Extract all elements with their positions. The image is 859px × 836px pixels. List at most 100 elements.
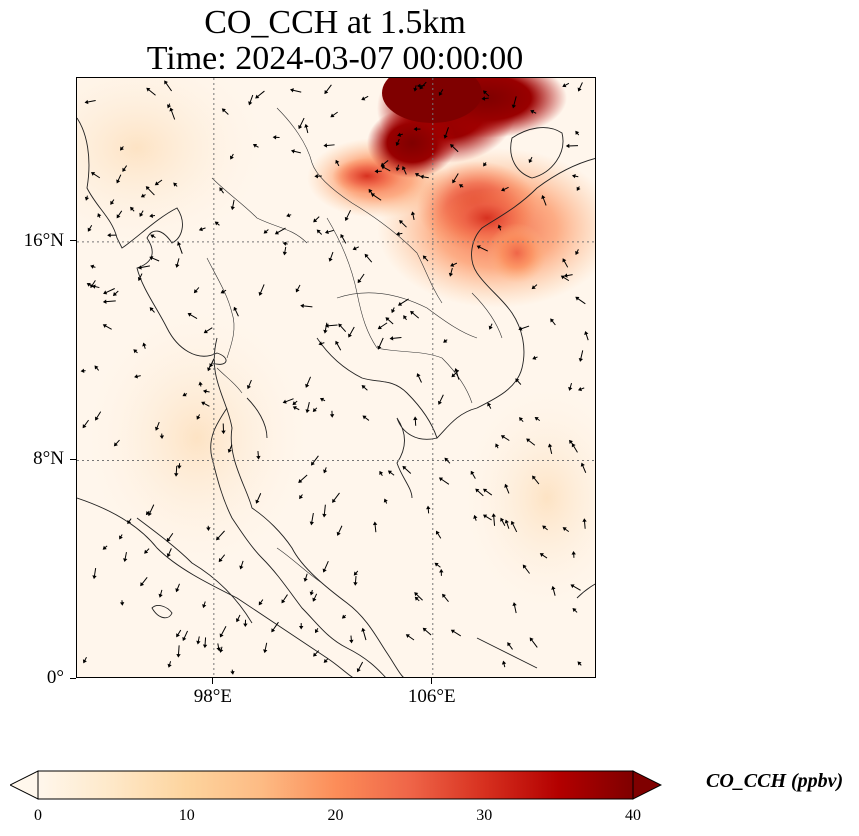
wind-arrow bbox=[97, 213, 102, 218]
wind-arrow bbox=[258, 284, 265, 296]
wind-arrow bbox=[395, 138, 400, 146]
lon-tick-mark bbox=[431, 678, 433, 684]
wind-arrow bbox=[361, 627, 367, 641]
wind-arrow bbox=[397, 298, 409, 306]
wind-arrow bbox=[305, 376, 312, 388]
wind-arrow bbox=[372, 521, 378, 533]
wind-arrow bbox=[550, 318, 556, 326]
wind-arrow bbox=[488, 323, 493, 330]
wind-arrow bbox=[422, 627, 432, 636]
colorbar-gradient bbox=[37, 770, 634, 800]
wind-arrow bbox=[551, 585, 556, 596]
wind-arrow bbox=[123, 552, 128, 563]
wind-arrow bbox=[316, 229, 323, 235]
wind-arrow bbox=[410, 310, 420, 319]
wind-arrow bbox=[233, 306, 239, 317]
wind-arrow bbox=[176, 645, 181, 658]
wind-arrow bbox=[534, 416, 541, 422]
wind-arrow bbox=[323, 143, 335, 148]
wind-arrow bbox=[570, 584, 581, 591]
wind-arrow bbox=[510, 520, 518, 533]
wind-arrow bbox=[571, 443, 578, 453]
wind-arrow bbox=[140, 193, 146, 198]
wind-arrow bbox=[102, 299, 116, 304]
wind-arrow bbox=[483, 514, 492, 521]
wind-arrow bbox=[281, 594, 288, 604]
wind-arrow bbox=[483, 90, 490, 97]
wind-arrow bbox=[450, 262, 458, 267]
wind-arrow bbox=[154, 179, 163, 186]
wind-arrow bbox=[450, 629, 462, 637]
wind-arrow bbox=[149, 256, 160, 262]
map-title: CO_CCH at 1.5km bbox=[204, 4, 466, 41]
wind-arrow bbox=[416, 83, 425, 89]
wind-arrow bbox=[531, 284, 538, 290]
wind-arrow bbox=[377, 337, 384, 350]
wind-arrow bbox=[282, 398, 294, 404]
wind-arrow bbox=[137, 273, 143, 282]
wind-arrow bbox=[133, 349, 138, 354]
wind-arrow bbox=[216, 530, 225, 541]
wind-arrow bbox=[414, 173, 421, 177]
wind-arrow bbox=[473, 514, 478, 521]
wind-arrow bbox=[167, 661, 172, 668]
wind-arrow bbox=[107, 233, 117, 238]
wind-arrow bbox=[113, 439, 120, 447]
wind-arrow bbox=[405, 634, 415, 641]
wind-arrow bbox=[575, 296, 586, 305]
wind-arrow bbox=[395, 164, 400, 172]
wind-arrow bbox=[196, 414, 201, 420]
wind-arrow bbox=[495, 443, 500, 449]
wind-arrow bbox=[144, 548, 150, 554]
wind-arrow bbox=[522, 564, 530, 574]
wind-arrow bbox=[292, 406, 300, 411]
lat-tick-mark bbox=[70, 240, 76, 242]
wind-arrow bbox=[335, 159, 340, 167]
wind-arrow bbox=[119, 146, 124, 151]
wind-arrow bbox=[414, 592, 423, 601]
wind-arrow bbox=[361, 95, 369, 101]
wind-arrow bbox=[314, 174, 322, 179]
wind-arrow bbox=[173, 182, 178, 187]
wind-arrow bbox=[90, 280, 96, 289]
wind-arrow bbox=[230, 199, 235, 211]
wind-arrow bbox=[175, 258, 180, 268]
wind-arrow bbox=[324, 229, 334, 235]
wind-arrow bbox=[532, 475, 540, 485]
wind-arrow bbox=[323, 467, 328, 474]
wind-arrow bbox=[454, 368, 460, 380]
wind-arrow bbox=[122, 165, 128, 172]
wind-arrow bbox=[90, 172, 101, 179]
wind-arrow bbox=[500, 517, 506, 527]
wind-arrow bbox=[491, 513, 496, 526]
wind-arrow bbox=[95, 411, 102, 421]
colorbar-tick-label: 0 bbox=[34, 807, 42, 824]
wind-arrow bbox=[413, 126, 421, 132]
wind-arrow bbox=[361, 384, 368, 391]
lat-tick-label: 8°N bbox=[33, 448, 64, 470]
wind-arrow bbox=[198, 227, 206, 232]
wind-arrow bbox=[282, 241, 288, 246]
colorbar-tick-label: 20 bbox=[327, 807, 344, 824]
wind-arrow bbox=[263, 229, 269, 234]
colorbar-tick-label: 10 bbox=[178, 807, 195, 824]
wind-arrow bbox=[403, 315, 408, 321]
wind-arrow bbox=[529, 637, 538, 648]
wind-arrow bbox=[239, 560, 244, 570]
wind-arrow bbox=[309, 512, 314, 526]
map-canvas bbox=[77, 78, 595, 677]
wind-arrow bbox=[193, 287, 200, 294]
wind-arrow bbox=[413, 416, 418, 426]
wind-arrow bbox=[248, 94, 254, 106]
wind-arrow bbox=[116, 210, 123, 219]
wind-arrow bbox=[504, 483, 510, 494]
wind-arrow bbox=[182, 392, 188, 397]
wind-arrow bbox=[571, 173, 579, 179]
colorbar-max-extend bbox=[632, 770, 662, 800]
lat-tick-label: 0° bbox=[46, 667, 64, 688]
wind-arrow bbox=[426, 505, 431, 514]
wind-arrow bbox=[515, 378, 522, 385]
wind-arrow bbox=[439, 568, 444, 576]
wind-arrow bbox=[512, 602, 517, 614]
wind-arrow bbox=[177, 463, 182, 470]
